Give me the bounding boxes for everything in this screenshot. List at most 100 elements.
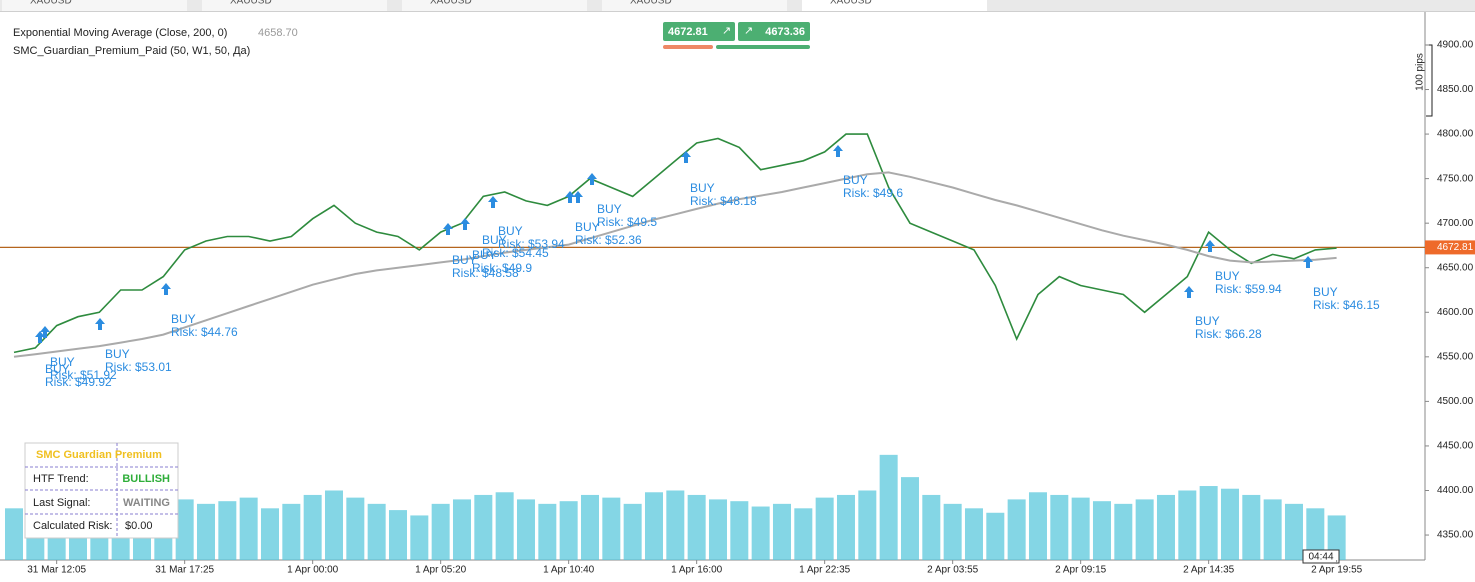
- signal-risk: Risk: $44.76: [171, 325, 238, 339]
- signal-label: BUY: [1215, 269, 1240, 283]
- tab-label[interactable]: XAUUSD: [430, 0, 472, 7]
- volume-bar: [687, 494, 706, 560]
- volume-bar: [943, 503, 962, 560]
- y-tick-label: 4800.00: [1437, 129, 1474, 140]
- volume-bar: [303, 494, 322, 560]
- signal-arrow: [35, 331, 45, 343]
- bid-button[interactable]: [663, 22, 735, 41]
- bid-price[interactable]: 4672.81: [668, 26, 708, 38]
- signal-label: BUY: [452, 253, 477, 267]
- volume-bar: [410, 515, 429, 560]
- signal-label: BUY: [105, 347, 130, 361]
- tab[interactable]: [602, 0, 787, 11]
- tab-label[interactable]: XAUUSD: [830, 0, 872, 7]
- volume-bar: [815, 497, 834, 560]
- volume-bar: [858, 490, 877, 560]
- y-tick-label: 4550.00: [1437, 351, 1474, 362]
- volume-bar: [346, 497, 365, 560]
- signal-risk: Risk: $46.15: [1313, 298, 1380, 312]
- indicator-legend: SMC_Guardian_Premium_Paid (50, W1, 50, Д…: [13, 45, 250, 57]
- signal-label: BUY: [690, 181, 715, 195]
- volume-bar: [431, 503, 450, 560]
- volume-bar: [196, 503, 215, 560]
- signal-risk: Risk: $52.36: [575, 233, 642, 247]
- volume-bar: [879, 454, 898, 560]
- y-tick-label: 4450.00: [1437, 441, 1474, 452]
- tab[interactable]: [402, 0, 587, 11]
- tab[interactable]: [2, 0, 187, 11]
- volume-bar: [1156, 494, 1175, 560]
- bid-arrow: ↗: [722, 25, 731, 37]
- x-tick-label: 1 Apr 22:35: [799, 565, 851, 576]
- tab-label[interactable]: XAUUSD: [30, 0, 72, 7]
- signal-arrow: [1184, 286, 1194, 298]
- y-tick-label: 4400.00: [1437, 485, 1474, 496]
- volume-bar: [1220, 488, 1239, 560]
- volume-bar: [1050, 494, 1069, 560]
- x-tick-label: 2 Apr 03:55: [927, 565, 979, 576]
- price-tag: [1425, 240, 1475, 255]
- volume-bar: [1071, 497, 1090, 560]
- panel-value: BULLISH: [122, 473, 170, 485]
- volume-bar: [538, 503, 557, 560]
- signal-label: BUY: [50, 355, 75, 369]
- pips-bracket: [1426, 44, 1433, 117]
- panel-key: Calculated Risk:: [33, 520, 112, 532]
- tab[interactable]: [202, 0, 387, 11]
- signal-risk: Risk: $49.5: [597, 215, 657, 229]
- signal-arrow: [460, 218, 470, 230]
- signal-label: BUY: [482, 233, 507, 247]
- bid-bar: [663, 45, 713, 49]
- volume-bar: [900, 477, 919, 560]
- signal-arrow: [488, 196, 498, 208]
- volume-bar: [1263, 499, 1282, 560]
- volume-bar: [218, 501, 237, 560]
- signal-risk: Risk: $51.92: [50, 368, 117, 382]
- ask-button[interactable]: [738, 22, 810, 41]
- y-tick-label: 4350.00: [1437, 530, 1474, 541]
- ema-legend: Exponential Moving Average (Close, 200, …: [13, 27, 227, 39]
- signal-risk: Risk: $48.18: [690, 194, 757, 208]
- volume-bar: [260, 508, 279, 560]
- signal-arrow: [40, 326, 50, 338]
- volume-bar: [666, 490, 685, 560]
- volume-bar: [1007, 499, 1026, 560]
- volume-bar: [559, 501, 578, 560]
- signal-risk: Risk: $59.94: [1215, 282, 1282, 296]
- signal-label: BUY: [498, 224, 523, 238]
- tab-label[interactable]: XAUUSD: [230, 0, 272, 7]
- volume-bar: [324, 490, 343, 560]
- panel-value: WAITING: [123, 497, 170, 509]
- x-tick-label: 1 Apr 05:20: [415, 565, 467, 576]
- series-line: [13, 171, 1337, 358]
- signal-label: BUY: [575, 220, 600, 234]
- time-label: 04:44: [1308, 552, 1333, 563]
- price-group: 4672.81: [0, 133, 1475, 358]
- volume-bar: [5, 508, 23, 560]
- volume-bar: [1028, 492, 1047, 560]
- price-tag-label: 4672.81: [1437, 242, 1474, 253]
- x-tick-label: 2 Apr 19:55: [1311, 565, 1363, 576]
- signal-risk: Risk: $48.58: [452, 266, 519, 280]
- signal-arrow: [681, 151, 691, 163]
- volume-bar: [1306, 508, 1325, 560]
- ask-price[interactable]: 4673.36: [765, 26, 805, 38]
- volume-bar: [836, 494, 855, 560]
- ask-arrow: ↗: [744, 25, 753, 37]
- signal-label: BUY: [597, 202, 622, 216]
- x-tick-label: 31 Mar 12:05: [27, 565, 86, 576]
- ask-bar: [716, 45, 810, 49]
- signal-risk: Risk: $54.45: [482, 246, 549, 260]
- ema-value: 4658.70: [258, 27, 298, 39]
- signal-label: BUY: [171, 312, 196, 326]
- signal-arrow: [1303, 256, 1313, 268]
- tab-label[interactable]: XAUUSD: [630, 0, 672, 7]
- signal-label: BUY: [1313, 285, 1338, 299]
- y-tick-label: 4850.00: [1437, 84, 1474, 95]
- volume-bar: [1114, 503, 1133, 560]
- tab[interactable]: [802, 0, 987, 11]
- y-tick-label: 4900.00: [1437, 40, 1474, 51]
- signal-risk: Risk: $66.28: [1195, 327, 1262, 341]
